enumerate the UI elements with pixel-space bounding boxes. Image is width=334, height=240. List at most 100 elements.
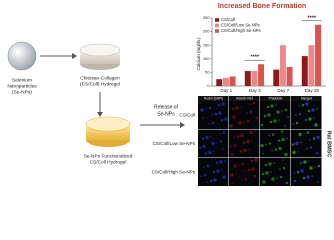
cell-signal [211, 141, 215, 146]
cell-signal [222, 131, 226, 134]
cell-signal [280, 130, 284, 133]
cell-signal [246, 119, 250, 123]
legend-label: CS/Coll/Low Se-NPs [221, 23, 260, 28]
cell-signal [273, 119, 277, 123]
cell-signal [260, 143, 264, 148]
cell-signal [278, 146, 282, 151]
cell-signal [208, 106, 212, 110]
cell-signal [232, 182, 234, 184]
cell-signal [230, 153, 234, 156]
cell-signal [220, 118, 224, 122]
cell-signal [316, 135, 320, 140]
bar [279, 45, 286, 86]
bar [258, 64, 265, 86]
cell-signal [238, 121, 242, 125]
cell-signal [284, 125, 286, 127]
y-tick-label: 0 [207, 83, 210, 88]
y-tick-label: 200 [203, 29, 210, 34]
cell-signal [246, 112, 248, 114]
cell-signal [253, 174, 257, 178]
cell-signal [308, 160, 310, 162]
cell-signal [303, 160, 307, 164]
legend-swatch [215, 23, 219, 28]
cell-signal [306, 147, 308, 150]
step-label: Selenium [12, 77, 32, 83]
legend-label: CS/Coll/High Se-NPs [221, 28, 261, 33]
cell-signal [260, 123, 264, 127]
cell-signal [215, 161, 219, 165]
cell-signal [219, 160, 223, 164]
cell-signal [213, 150, 215, 153]
column-header: Merged [301, 96, 312, 100]
cell-signal [295, 114, 297, 116]
column-header-bg [229, 96, 260, 101]
cell-signal [267, 113, 271, 117]
cell-signal [230, 173, 234, 177]
cell-signal [317, 164, 321, 168]
column-header: Alizarin Red [236, 96, 253, 100]
cell-signal [273, 162, 275, 164]
bar [286, 66, 293, 86]
cell-signal [200, 175, 202, 177]
cell-signal [238, 164, 240, 166]
arrow-head [180, 122, 185, 128]
cell-signal [271, 133, 275, 136]
cell-signal [306, 175, 310, 179]
cell-signal [308, 117, 312, 121]
cell-signal [282, 159, 284, 161]
arrow-head [72, 53, 77, 59]
arrow-label: Se-NPs [157, 111, 175, 117]
cell-signal [219, 140, 223, 143]
bar [301, 56, 308, 86]
arrow-label: Release of [154, 104, 179, 110]
cell-signal [201, 137, 205, 140]
cell-signal [315, 152, 319, 155]
cell-signal [254, 130, 256, 133]
legend-swatch [215, 29, 219, 33]
cell-signal [298, 112, 302, 116]
cell-signal [284, 108, 288, 112]
cell-signal [314, 123, 318, 127]
cell-signal [296, 170, 300, 174]
cell-signal [309, 138, 311, 141]
cell-signal [298, 132, 302, 137]
cell-signal [269, 120, 273, 124]
cell-signal [250, 159, 254, 163]
cell-signal [243, 121, 245, 123]
cell-signal [305, 102, 309, 106]
cell-signal [307, 109, 311, 113]
cell-signal [198, 146, 202, 149]
cell-signal [236, 135, 240, 138]
cell-signal [309, 166, 313, 170]
cell-signal [287, 116, 289, 118]
step-label: CS/Coll Hydrogel [90, 159, 127, 165]
y-tick-label: 250 [203, 15, 210, 20]
x-tick-label: Day 3 [249, 88, 261, 93]
cell-signal [205, 135, 209, 140]
cell-signal [270, 104, 274, 108]
cell-signal [316, 108, 318, 110]
cell-signal [237, 115, 239, 117]
row-label: CS/Coll [179, 112, 195, 117]
figure: Release of Se-NPs Selenium Nanoparticles… [7, 3, 332, 186]
cell-signal [284, 152, 288, 157]
cell-signal [229, 124, 233, 128]
column-header-bg [260, 96, 291, 101]
cell-signal [295, 121, 299, 125]
cell-signal [251, 139, 253, 142]
cell-signal [302, 176, 306, 180]
x-tick-label: Day 7 [277, 88, 289, 93]
cell-signal [239, 150, 243, 153]
cell-signal [242, 141, 246, 144]
cell-signal [208, 123, 210, 125]
cell-signal [285, 181, 289, 185]
cell-signal [281, 110, 283, 112]
arrow-head [97, 112, 103, 117]
cell-signal [271, 177, 275, 181]
cell-signal [317, 181, 319, 183]
cell-signal [205, 108, 207, 110]
cell-signal [266, 105, 270, 109]
cell-signal [233, 136, 235, 139]
cell-signal [219, 132, 221, 135]
cell-signal [311, 175, 313, 177]
